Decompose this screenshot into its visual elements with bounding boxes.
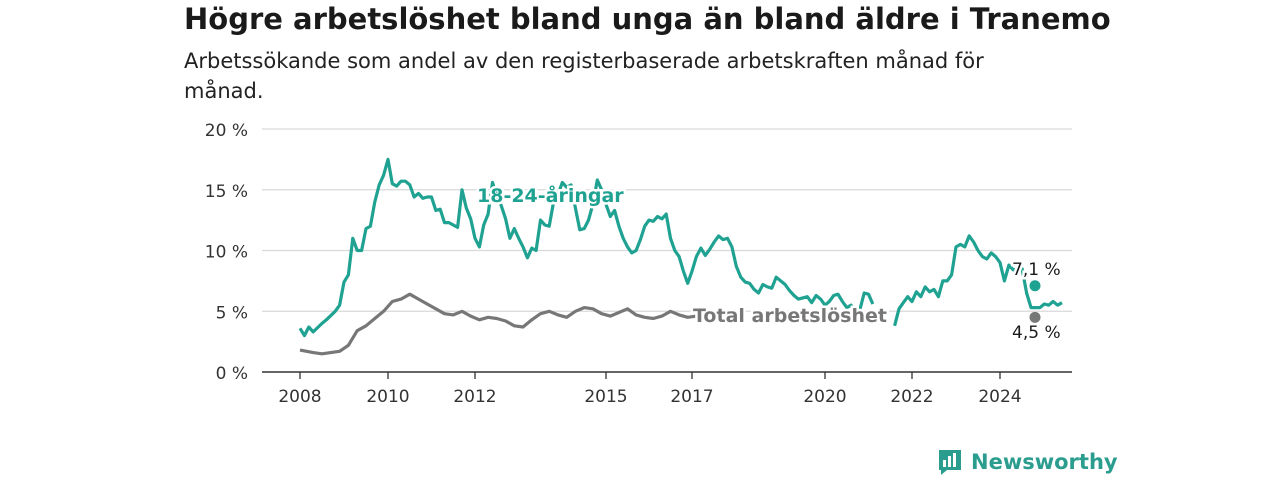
x-tick-label: 2015 — [584, 387, 627, 407]
youth-end-label: 7,1 % — [1012, 260, 1061, 280]
series-label-total: Total arbetslöshet — [693, 305, 887, 327]
x-tick-label: 2008 — [278, 387, 321, 407]
x-tick-label: 2012 — [453, 387, 496, 407]
series-labels: 18-24-åringar Total arbetslöshet 7,1 % 4,5 … — [475, 181, 1064, 346]
x-tick-label: 2024 — [978, 387, 1021, 407]
y-axis-tick-labels: 0 % 5 % 10 % 15 % 20 % — [205, 121, 248, 384]
series-line-total — [299, 292, 697, 356]
y-tick-label: 10 % — [205, 243, 248, 263]
series-lines — [298, 157, 1063, 356]
brand-logo: Newsworthy — [937, 448, 1118, 476]
total-end-label: 4,5 % — [1012, 323, 1061, 343]
y-tick-label: 5 % — [216, 303, 248, 323]
series-line-youth — [298, 157, 875, 338]
youth-end-point — [1029, 280, 1041, 292]
x-axis-tick-labels: 2008 2010 2012 2015 2017 2020 2022 2024 — [278, 372, 1022, 407]
x-tick-label: 2010 — [366, 387, 409, 407]
brand-name: Newsworthy — [971, 450, 1118, 474]
x-tick-label: 2022 — [890, 387, 933, 407]
y-tick-label: 0 % — [216, 364, 248, 384]
chart-subtitle: Arbetssökande som andel av den registerb… — [184, 49, 984, 103]
x-tick-label: 2017 — [670, 387, 713, 407]
gridlines — [262, 128, 1072, 312]
y-tick-label: 15 % — [205, 182, 248, 202]
series-line-youth-b — [893, 234, 1063, 327]
series-label-youth: 18-24-åringar — [477, 183, 624, 207]
y-tick-label: 20 % — [205, 121, 248, 141]
bar-chart-logo-icon — [939, 450, 961, 475]
x-tick-label: 2020 — [803, 387, 846, 407]
total-end-point — [1029, 311, 1041, 323]
chart-title: Högre arbetslöshet bland unga än bland ä… — [184, 2, 1111, 36]
